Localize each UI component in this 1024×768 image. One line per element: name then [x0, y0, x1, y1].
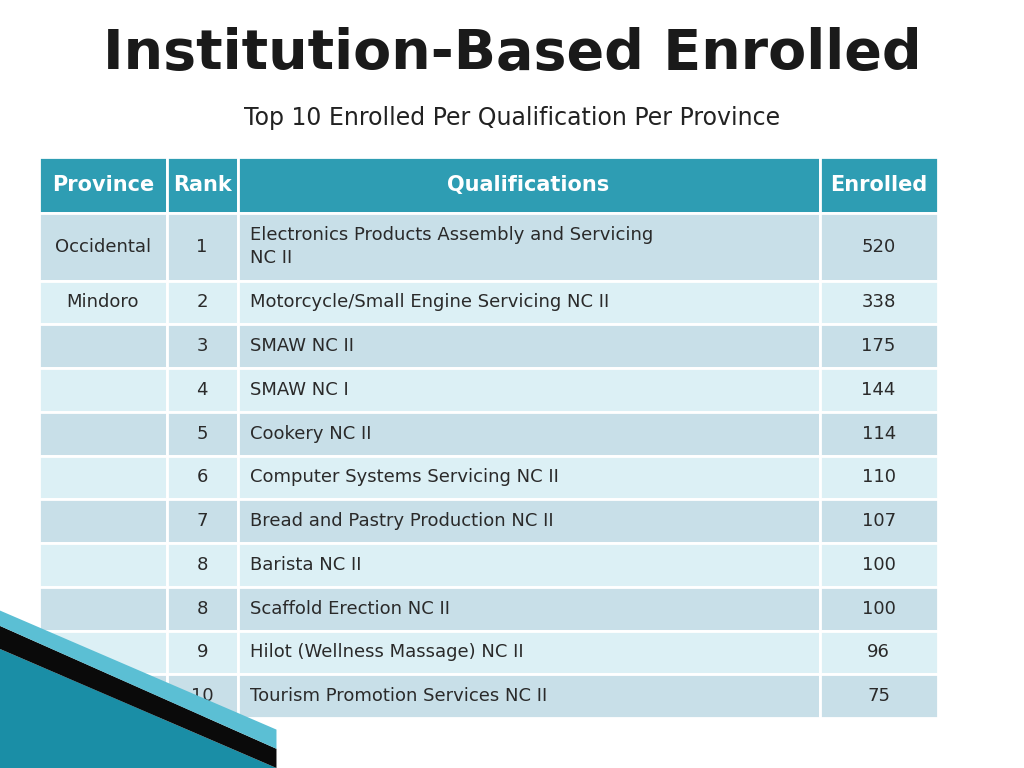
- FancyBboxPatch shape: [39, 455, 167, 499]
- FancyBboxPatch shape: [167, 412, 238, 455]
- FancyBboxPatch shape: [167, 499, 238, 543]
- FancyBboxPatch shape: [819, 631, 938, 674]
- Text: 100: 100: [862, 556, 896, 574]
- FancyBboxPatch shape: [819, 213, 938, 280]
- Text: 5: 5: [197, 425, 208, 442]
- Text: Cookery NC II: Cookery NC II: [250, 425, 372, 442]
- FancyBboxPatch shape: [167, 280, 238, 324]
- Text: 10: 10: [190, 687, 213, 705]
- Text: Province: Province: [51, 175, 154, 195]
- Text: SMAW NC I: SMAW NC I: [250, 381, 348, 399]
- Text: 338: 338: [861, 293, 896, 312]
- Text: 114: 114: [861, 425, 896, 442]
- Text: 4: 4: [197, 381, 208, 399]
- FancyBboxPatch shape: [819, 674, 938, 718]
- FancyBboxPatch shape: [39, 213, 167, 280]
- FancyBboxPatch shape: [819, 587, 938, 631]
- Text: 107: 107: [861, 512, 896, 530]
- Text: Tourism Promotion Services NC II: Tourism Promotion Services NC II: [250, 687, 547, 705]
- FancyBboxPatch shape: [39, 499, 167, 543]
- Text: 96: 96: [867, 644, 890, 661]
- FancyBboxPatch shape: [819, 543, 938, 587]
- Text: Institution-Based Enrolled: Institution-Based Enrolled: [102, 27, 922, 81]
- FancyBboxPatch shape: [238, 499, 819, 543]
- Polygon shape: [0, 611, 276, 749]
- Text: 8: 8: [197, 600, 208, 617]
- Text: Hilot (Wellness Massage) NC II: Hilot (Wellness Massage) NC II: [250, 644, 523, 661]
- Text: Electronics Products Assembly and Servicing
NC II: Electronics Products Assembly and Servic…: [250, 227, 653, 267]
- Text: Mindoro: Mindoro: [67, 293, 139, 312]
- Text: Enrolled: Enrolled: [830, 175, 928, 195]
- FancyBboxPatch shape: [167, 213, 238, 280]
- FancyBboxPatch shape: [39, 368, 167, 412]
- Text: Bread and Pastry Production NC II: Bread and Pastry Production NC II: [250, 512, 554, 530]
- FancyBboxPatch shape: [238, 543, 819, 587]
- FancyBboxPatch shape: [238, 631, 819, 674]
- FancyBboxPatch shape: [39, 674, 167, 718]
- Text: Computer Systems Servicing NC II: Computer Systems Servicing NC II: [250, 468, 559, 486]
- FancyBboxPatch shape: [819, 280, 938, 324]
- FancyBboxPatch shape: [238, 368, 819, 412]
- Text: 110: 110: [861, 468, 896, 486]
- FancyBboxPatch shape: [238, 213, 819, 280]
- FancyBboxPatch shape: [238, 412, 819, 455]
- FancyBboxPatch shape: [39, 631, 167, 674]
- FancyBboxPatch shape: [167, 324, 238, 368]
- FancyBboxPatch shape: [167, 587, 238, 631]
- FancyBboxPatch shape: [39, 543, 167, 587]
- FancyBboxPatch shape: [238, 157, 819, 213]
- Text: Motorcycle/Small Engine Servicing NC II: Motorcycle/Small Engine Servicing NC II: [250, 293, 609, 312]
- FancyBboxPatch shape: [167, 543, 238, 587]
- Text: Barista NC II: Barista NC II: [250, 556, 361, 574]
- Text: Occidental: Occidental: [54, 237, 151, 256]
- FancyBboxPatch shape: [238, 324, 819, 368]
- FancyBboxPatch shape: [167, 368, 238, 412]
- Text: Rank: Rank: [173, 175, 231, 195]
- FancyBboxPatch shape: [238, 455, 819, 499]
- FancyBboxPatch shape: [167, 674, 238, 718]
- FancyBboxPatch shape: [39, 324, 167, 368]
- Text: 9: 9: [197, 644, 208, 661]
- Polygon shape: [0, 649, 276, 768]
- Text: 75: 75: [867, 687, 890, 705]
- FancyBboxPatch shape: [238, 587, 819, 631]
- Text: Top 10 Enrolled Per Qualification Per Province: Top 10 Enrolled Per Qualification Per Pr…: [244, 106, 780, 130]
- Polygon shape: [0, 626, 276, 768]
- FancyBboxPatch shape: [819, 499, 938, 543]
- FancyBboxPatch shape: [238, 674, 819, 718]
- Text: 6: 6: [197, 468, 208, 486]
- FancyBboxPatch shape: [39, 280, 167, 324]
- Text: 3: 3: [197, 337, 208, 355]
- Text: 175: 175: [861, 337, 896, 355]
- Text: 100: 100: [862, 600, 896, 617]
- FancyBboxPatch shape: [819, 455, 938, 499]
- FancyBboxPatch shape: [167, 455, 238, 499]
- Text: Scaffold Erection NC II: Scaffold Erection NC II: [250, 600, 450, 617]
- FancyBboxPatch shape: [39, 412, 167, 455]
- Text: 8: 8: [197, 556, 208, 574]
- FancyBboxPatch shape: [819, 368, 938, 412]
- FancyBboxPatch shape: [39, 157, 167, 213]
- Text: 2: 2: [197, 293, 208, 312]
- FancyBboxPatch shape: [819, 324, 938, 368]
- Text: 520: 520: [861, 237, 896, 256]
- Text: 1: 1: [197, 237, 208, 256]
- Text: Qualifications: Qualifications: [447, 175, 609, 195]
- FancyBboxPatch shape: [167, 157, 238, 213]
- FancyBboxPatch shape: [167, 631, 238, 674]
- FancyBboxPatch shape: [819, 412, 938, 455]
- FancyBboxPatch shape: [39, 587, 167, 631]
- Text: SMAW NC II: SMAW NC II: [250, 337, 354, 355]
- Text: 7: 7: [197, 512, 208, 530]
- FancyBboxPatch shape: [238, 280, 819, 324]
- FancyBboxPatch shape: [819, 157, 938, 213]
- Text: 144: 144: [861, 381, 896, 399]
